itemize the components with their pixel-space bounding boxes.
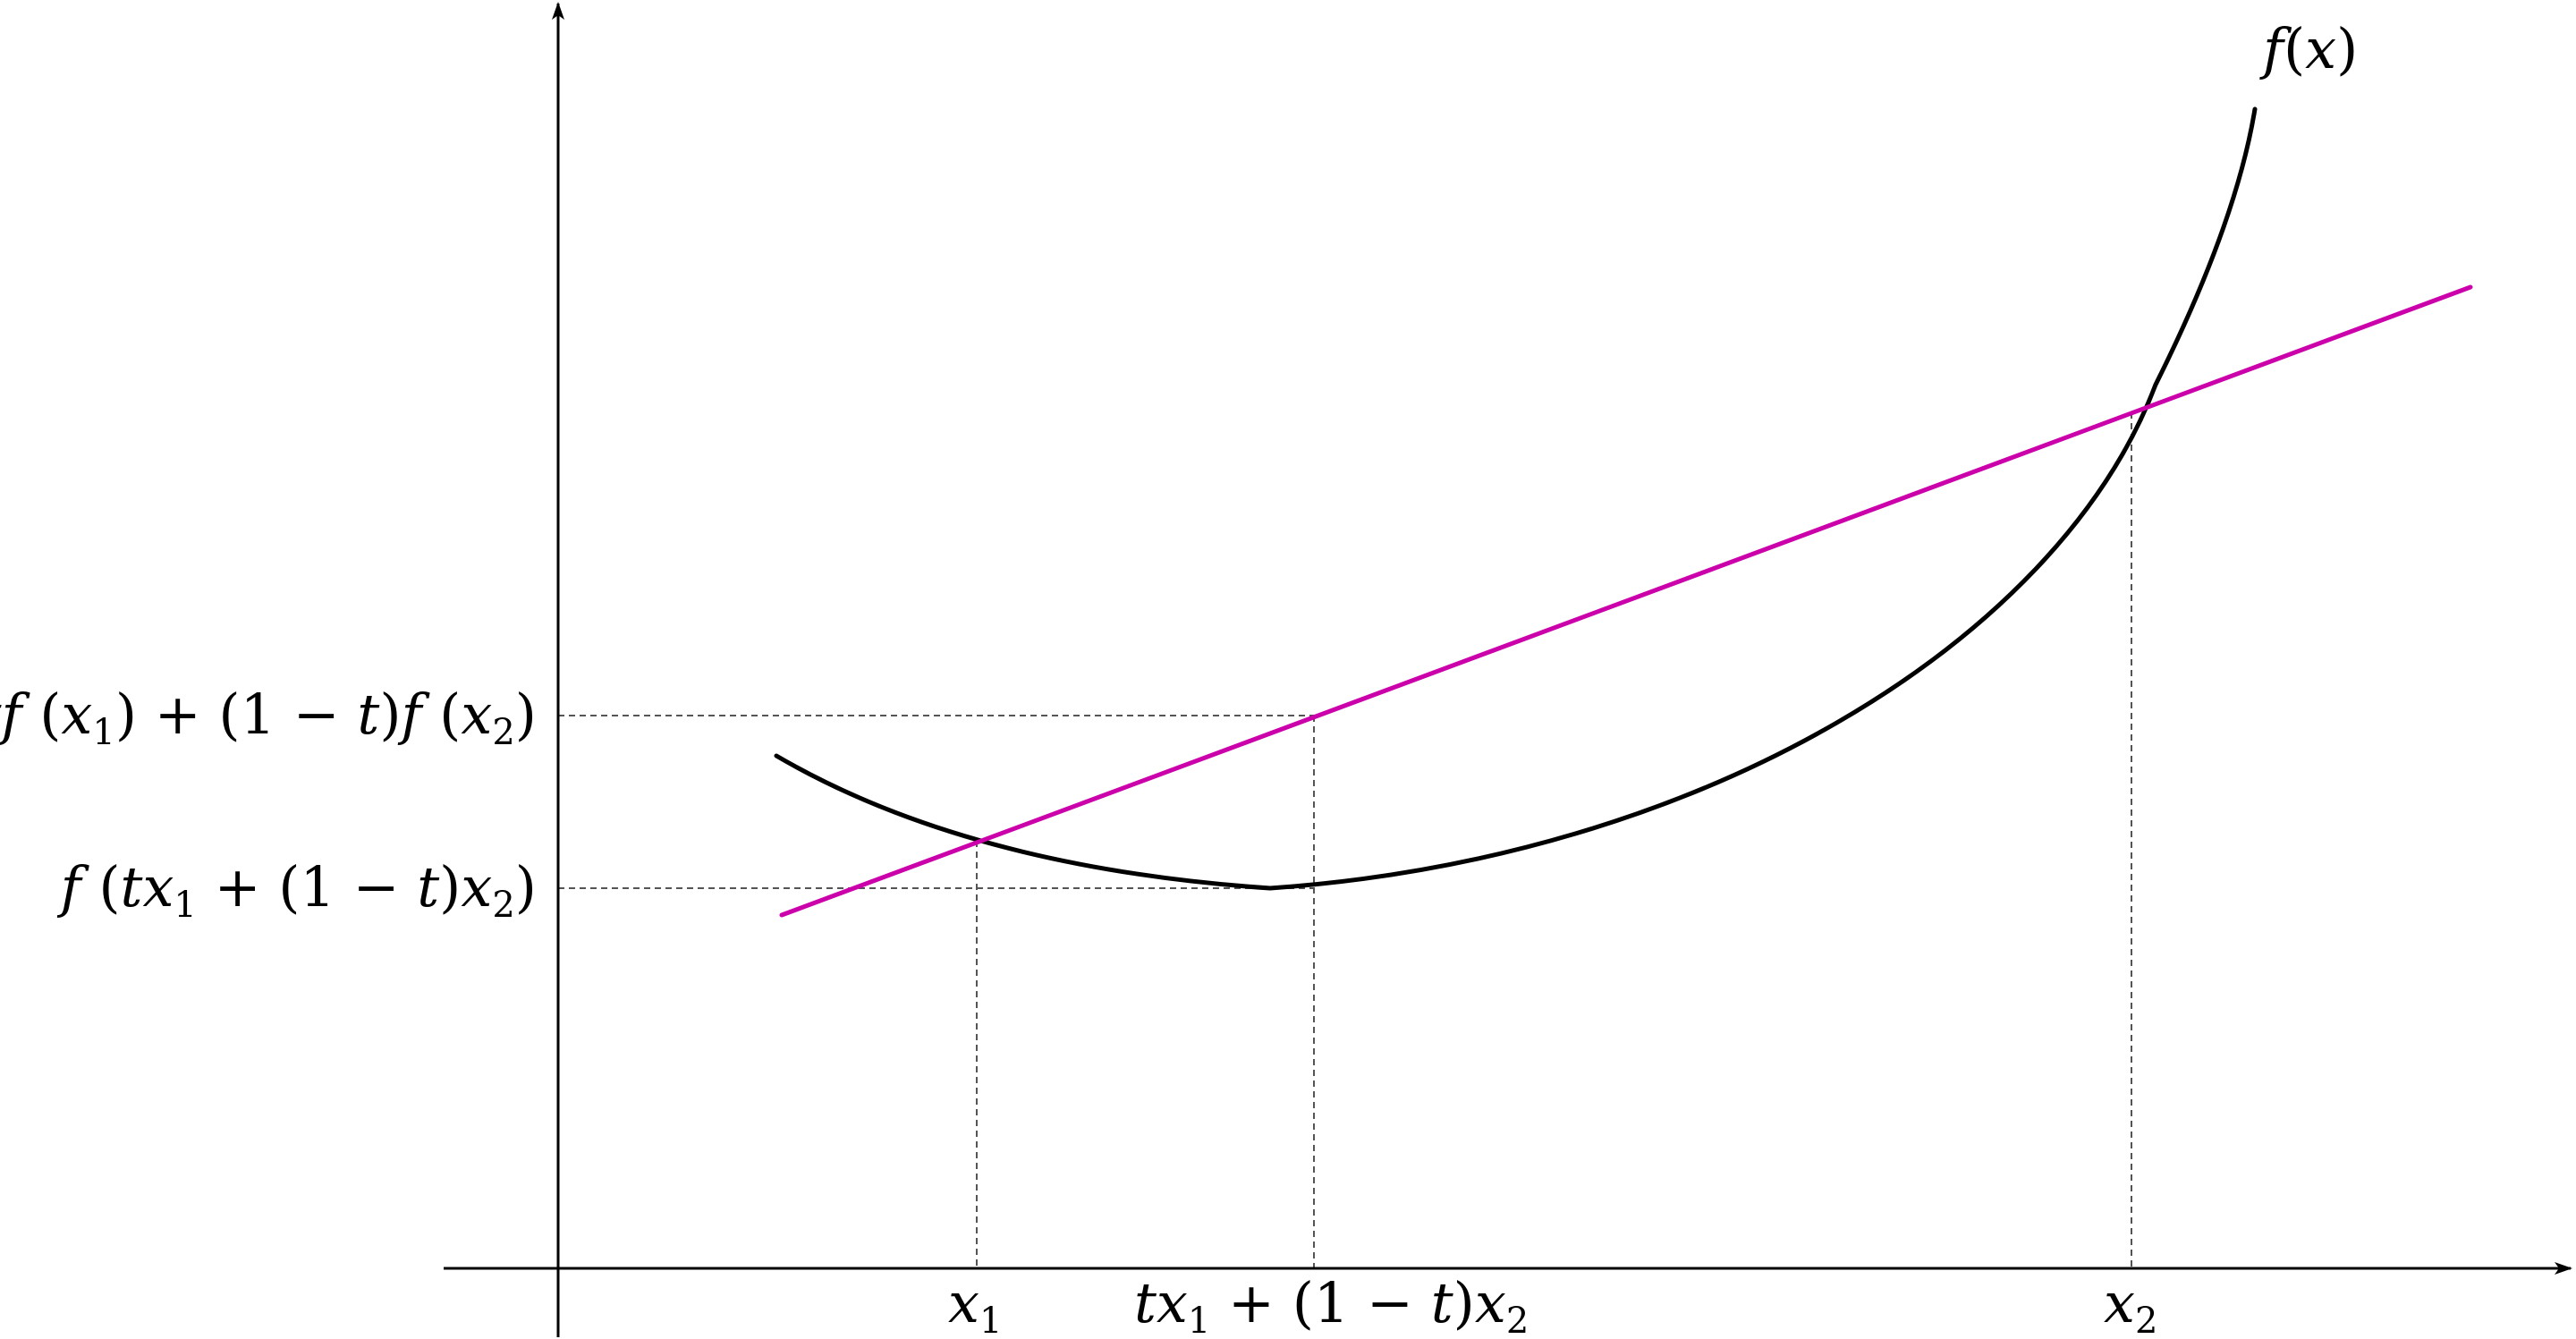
tick-label-x1: x1 (948, 1270, 1002, 1339)
guide-lines (558, 412, 2132, 1268)
tick-label-mid: tx1 + (1 − t)x2 (1134, 1270, 1529, 1339)
secant-line (779, 284, 2473, 918)
convex-curve (774, 106, 2258, 891)
y-label-secant: tf (x1) + (1 − t)f (x2) (0, 682, 537, 753)
tick-label-x2: x2 (2104, 1270, 2157, 1339)
curve-label: f(x) (2259, 16, 2358, 81)
y-label-curve: f (tx1 + (1 − t)x2) (57, 854, 537, 926)
